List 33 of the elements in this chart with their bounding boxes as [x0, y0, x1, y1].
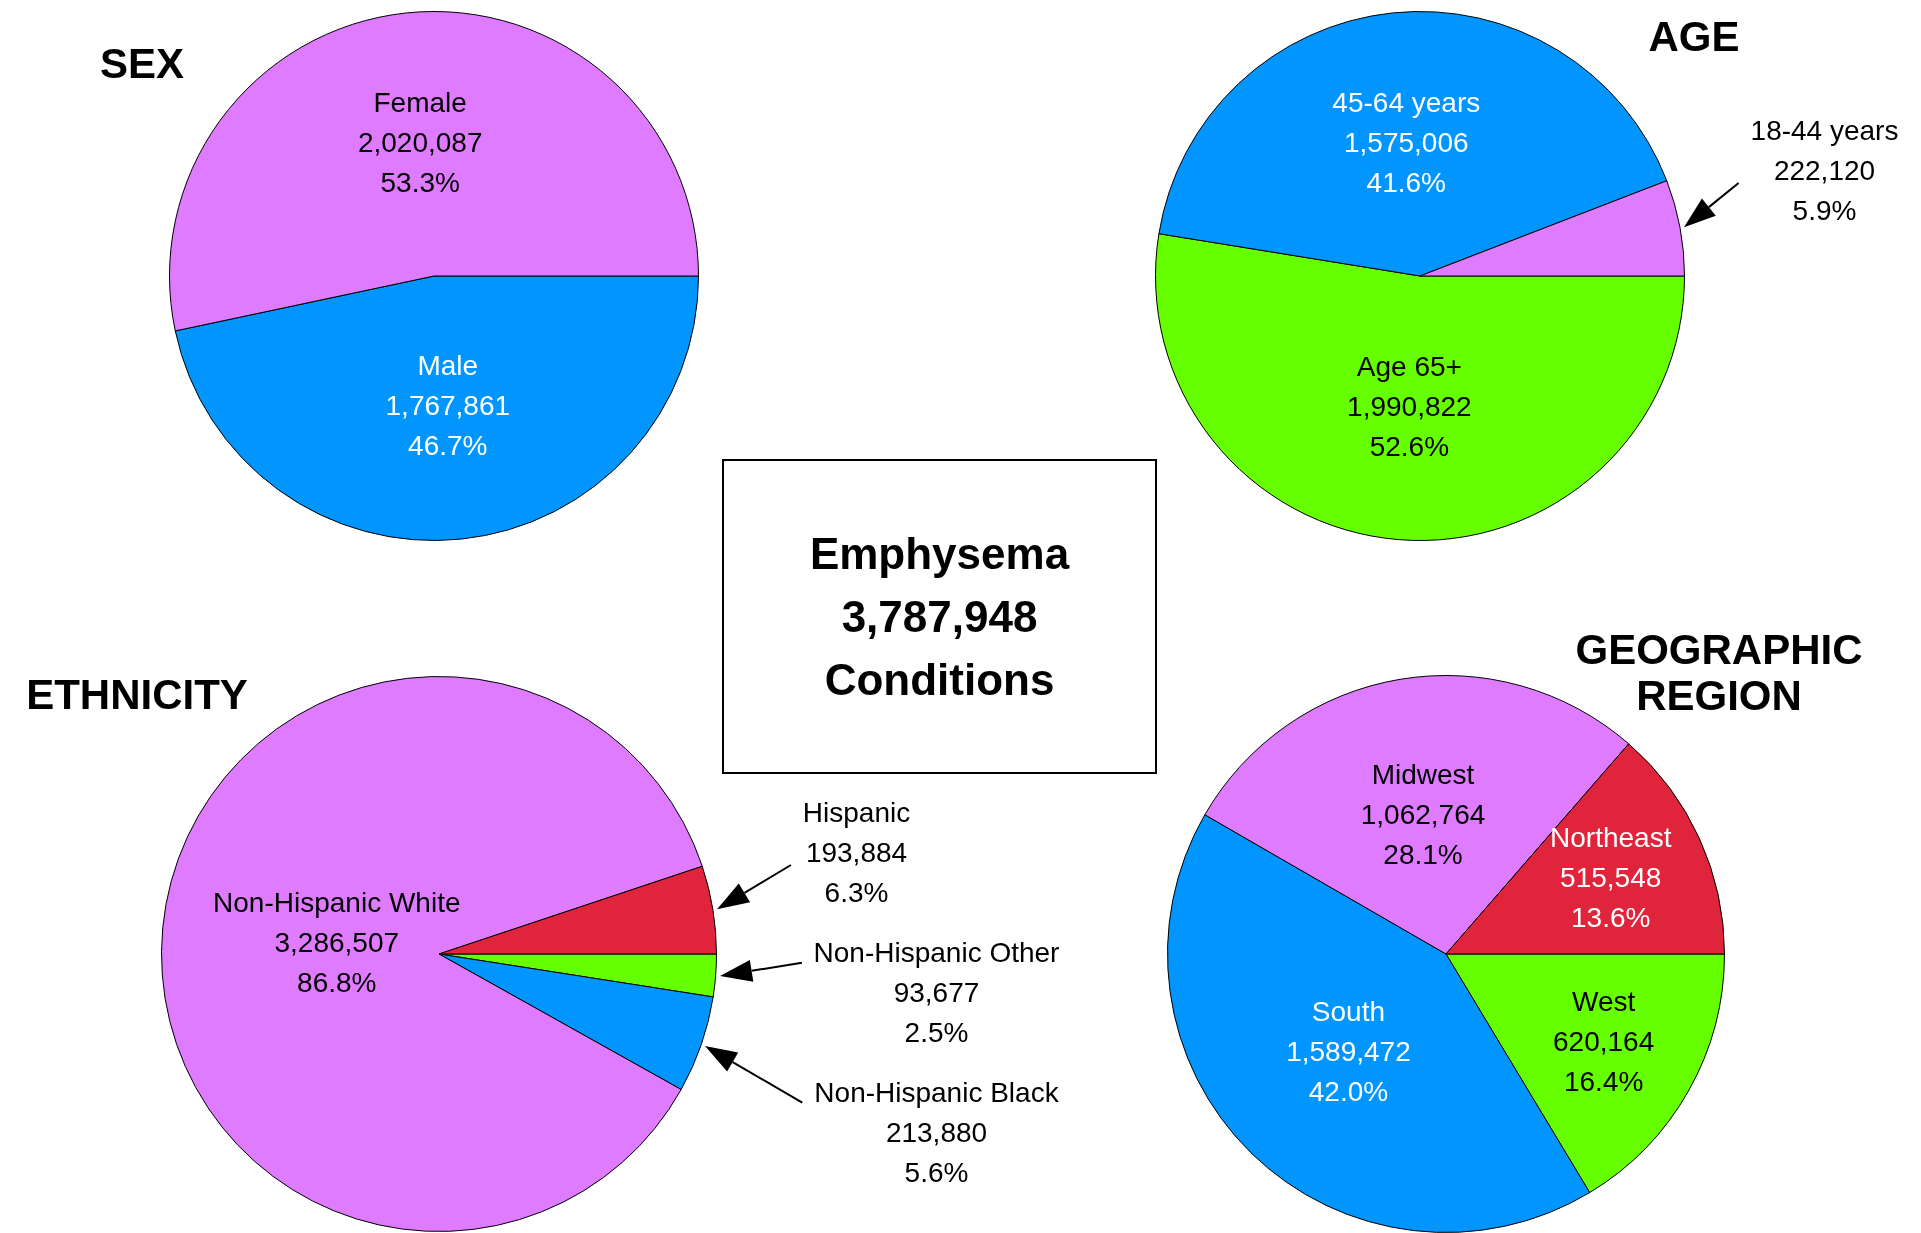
data-label: 515,548 13.6% — [1560, 861, 1662, 933]
slice-label: Male — [417, 350, 479, 382]
slice-label: Midwest — [1371, 759, 1475, 791]
slice-label: Northeast — [1550, 821, 1672, 853]
data-label: 213,880 5.6% — [885, 1117, 988, 1189]
data-label: 1,990,822 52.6% — [1347, 390, 1472, 462]
data-label: 3,286,507 86.8% — [274, 927, 400, 999]
text: Conditions — [824, 654, 1055, 706]
chart-title: AGE — [1648, 13, 1740, 60]
data-label: 1,589,472 42.0% — [1286, 1036, 1411, 1108]
data-label: 1,575,006 41.6% — [1344, 127, 1469, 199]
data-label: 93,677 2.5% — [893, 977, 980, 1049]
slice-label: 45-64 years — [1332, 87, 1481, 119]
chart-title: ETHNICITY — [26, 671, 248, 718]
slice-label: Non-Hispanic Black — [814, 1077, 1060, 1109]
slice-label: Age 65+ — [1356, 350, 1462, 382]
slice-label: Female — [373, 87, 467, 119]
slice-label: Non-Hispanic White — [213, 887, 461, 919]
chart-title: GEOGRAPHIC REGION — [1574, 626, 1864, 719]
data-label: 193,884 6.3% — [805, 837, 908, 909]
text: SEX — [99, 40, 185, 87]
data-label: 222,120 5.9% — [1773, 155, 1876, 227]
data-label: 1,767,861 46.7% — [385, 390, 511, 462]
slice-label: West — [1571, 985, 1636, 1017]
slice-label: South — [1311, 996, 1386, 1028]
data-label: 620,164 16.4% — [1552, 1025, 1655, 1097]
text: Emphysema — [809, 528, 1070, 580]
slice-label: Hispanic — [802, 797, 911, 829]
text: 3,787,948 — [841, 591, 1038, 643]
slice-label: Non-Hispanic Other — [813, 937, 1060, 969]
slice-label: 18-44 years — [1750, 115, 1899, 147]
data-label: 1,062,764 28.1% — [1360, 799, 1486, 871]
data-label: 2,020,087 53.3% — [357, 127, 483, 199]
